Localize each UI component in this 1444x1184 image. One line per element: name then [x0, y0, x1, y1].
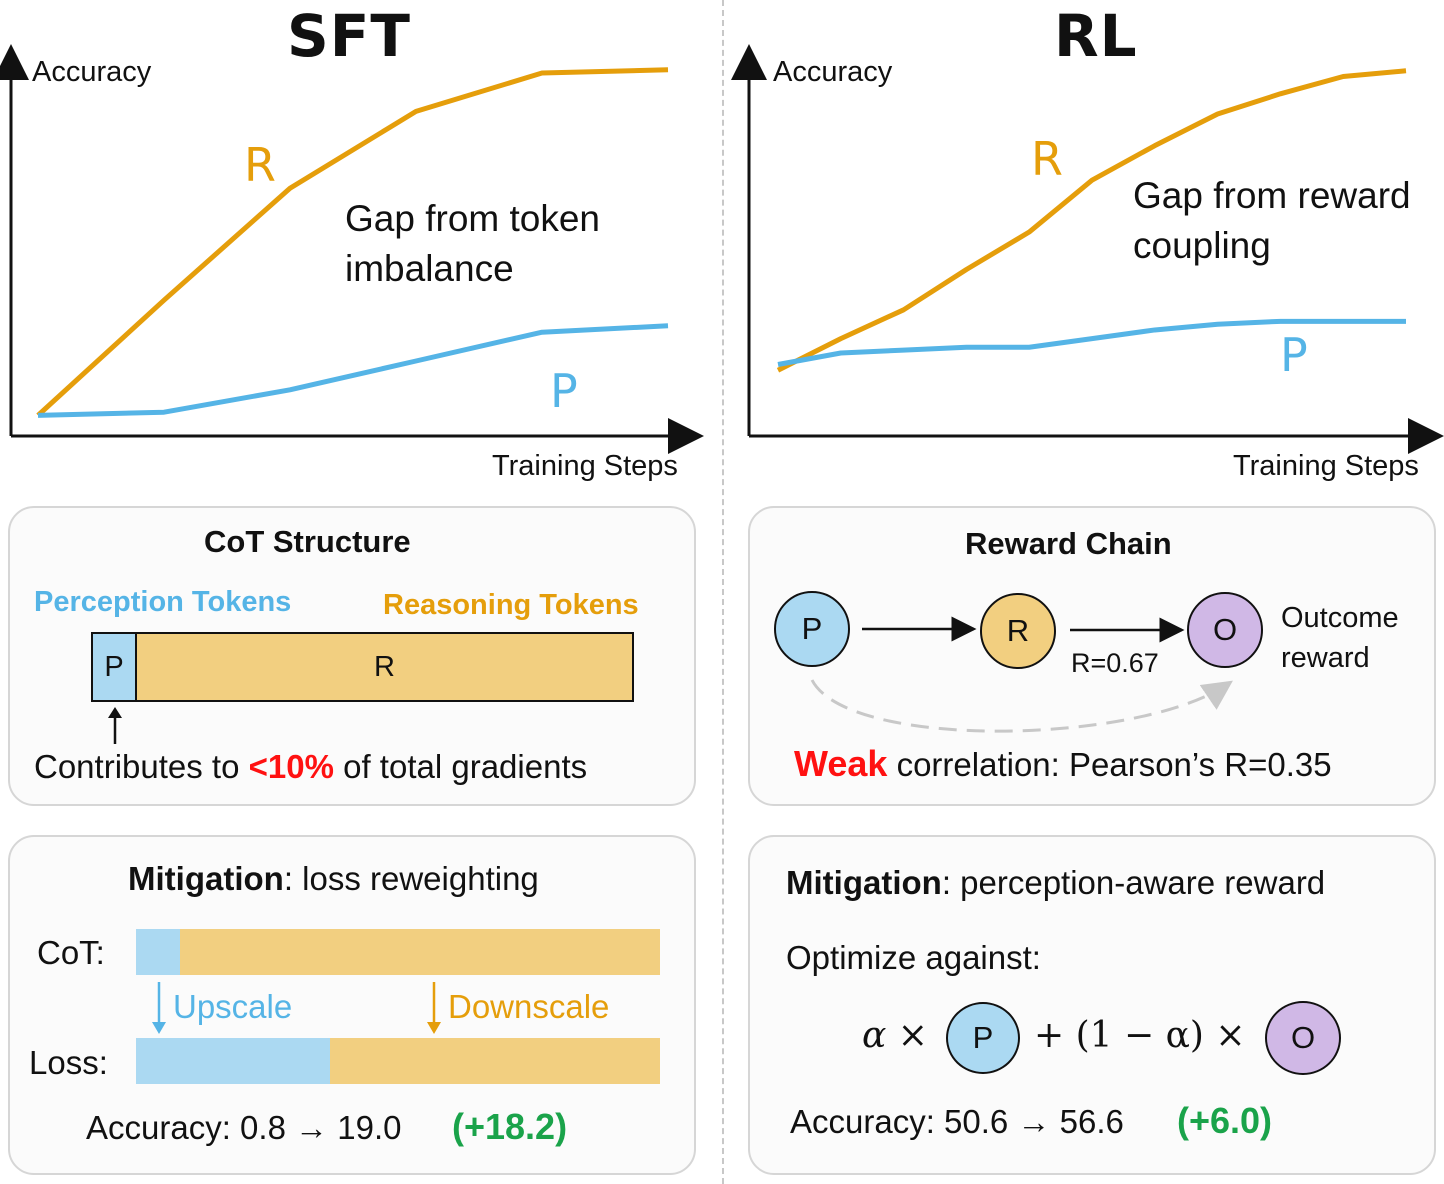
sft-annotation-line2: imbalance	[345, 248, 514, 289]
reward-node-r: R	[980, 593, 1056, 669]
reward-caption-highlight: Weak	[794, 743, 888, 784]
sft-annotation-line1: Gap from token	[345, 198, 601, 239]
rl-annotation-line2: coupling	[1133, 225, 1271, 266]
sft-series-p-line	[37, 323, 669, 418]
sft-title: SFT	[287, 2, 411, 70]
sft-x-label: Training Steps	[492, 450, 678, 482]
rl-series-r-line	[776, 68, 1407, 373]
loss-weight-bar-reasoning	[330, 1038, 660, 1084]
rl-mitigation-title-rest: : perception-aware reward	[941, 864, 1326, 901]
reward-node-o: O	[1187, 592, 1263, 668]
optimize-label: Optimize against:	[786, 939, 1041, 976]
cot-weight-bar-reasoning	[180, 929, 660, 975]
loss-weight-bar-perception	[136, 1038, 330, 1084]
rl-chart	[731, 44, 1444, 454]
edge-label-r067: R=0.67	[1071, 648, 1159, 678]
reasoning-tokens-label: Reasoning Tokens	[383, 589, 639, 621]
downscale-label: Downscale	[448, 988, 610, 1025]
cot-caption-pre: Contributes to	[34, 748, 249, 785]
cot-token-bar: P R	[91, 632, 634, 702]
rl-x-label: Training Steps	[1233, 450, 1419, 482]
outcome-line2: reward	[1281, 642, 1370, 674]
sft-mitigation-title-bold: Mitigation	[128, 860, 284, 897]
reward-caption-post: correlation: Pearson’s R=0.35	[887, 746, 1332, 783]
sft-series-r-line	[36, 67, 669, 418]
cot-weight-bar	[136, 929, 660, 975]
center-divider	[722, 0, 724, 1184]
sft-accuracy-text: Accuracy: 0.8 → 19.0	[86, 1109, 402, 1146]
perception-tokens-label: Perception Tokens	[34, 586, 292, 618]
rl-mitigation-title-bold: Mitigation	[786, 864, 942, 901]
cot-caption-post: of total gradients	[333, 748, 588, 785]
sft-mitigation-panel	[8, 835, 696, 1175]
reward-chain-panel	[748, 506, 1436, 806]
sft-mitigation-title-rest: : loss reweighting	[283, 860, 539, 897]
rl-annotation: Gap from reward coupling	[1133, 171, 1411, 271]
sft-accuracy-gain: (+18.2)	[452, 1106, 568, 1147]
cot-bar-reasoning: R	[137, 634, 632, 700]
reward-panel-title: Reward Chain	[965, 526, 1172, 561]
rl-curve-p-label: P	[1280, 328, 1308, 382]
outcome-reward-label: Outcome reward	[1281, 598, 1399, 678]
upscale-arrow-icon	[152, 982, 166, 1034]
loss-row-label: Loss:	[29, 1044, 108, 1081]
rl-accuracy-text: Accuracy: 50.6 → 56.6	[790, 1103, 1124, 1140]
sft-y-label: Accuracy	[32, 56, 152, 88]
formula-mid: + (1 − α) ×	[1034, 1015, 1246, 1056]
rl-annotation-line1: Gap from reward	[1133, 175, 1411, 216]
upscale-label: Upscale	[173, 988, 293, 1025]
sft-curve-p-label: P	[550, 364, 578, 418]
edge-p-to-o-dashed	[810, 679, 1233, 733]
downscale-arrow-icon	[427, 982, 441, 1034]
rl-accuracy-gain: (+6.0)	[1177, 1100, 1273, 1141]
rl-title: RL	[1054, 2, 1138, 70]
cot-caption: Contributes to <10% of total gradients	[34, 748, 587, 786]
outcome-line1: Outcome	[1281, 602, 1399, 634]
cot-row-label: CoT:	[37, 934, 105, 971]
rl-y-label: Accuracy	[773, 56, 893, 88]
rl-series-p-line	[777, 318, 1406, 367]
cot-weight-bar-perception	[136, 929, 180, 975]
reward-caption: Weak correlation: Pearson’s R=0.35	[794, 743, 1332, 785]
cot-panel-title: CoT Structure	[204, 524, 411, 559]
sft-annotation: Gap from token imbalance	[345, 194, 600, 294]
up-arrow-icon	[108, 707, 122, 744]
reward-chain-edges	[810, 616, 1233, 733]
sft-curve-r-label: R	[244, 138, 276, 192]
sft-chart	[0, 44, 704, 454]
reward-node-p: P	[774, 591, 850, 667]
formula-node-p: P	[946, 1002, 1020, 1074]
cot-bar-perception: P	[93, 634, 137, 700]
rl-mitigation-title: Mitigation: perception-aware reward	[786, 864, 1325, 902]
loss-weight-bar	[136, 1038, 660, 1084]
formula-alpha: α ×	[862, 1015, 928, 1056]
formula-node-o: O	[1265, 1001, 1341, 1075]
sft-mitigation-title: Mitigation: loss reweighting	[128, 860, 539, 898]
cot-caption-highlight: <10%	[248, 748, 334, 785]
rl-curve-r-label: R	[1031, 132, 1063, 186]
